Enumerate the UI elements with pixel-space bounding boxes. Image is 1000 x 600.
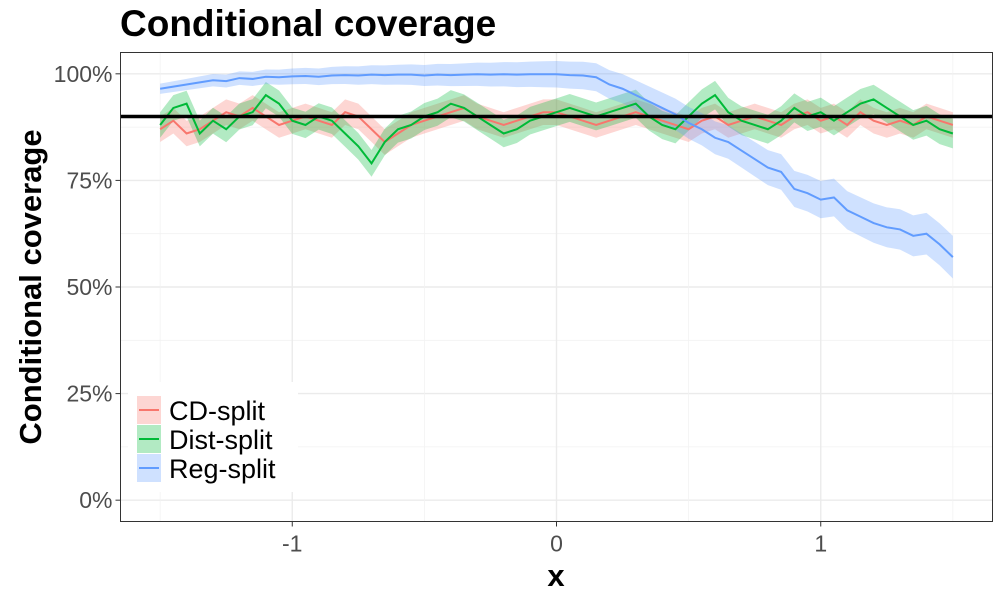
legend-background [128,382,298,492]
x-tick-label: 1 [814,531,827,557]
dist-split-line [159,93,954,166]
y-tick-label: 0% [79,487,112,513]
axis-ticks: 0% 25% 50% 75% 100% -1 0 1 [54,61,827,557]
cd-split-band [160,95,953,155]
x-tick-label: -1 [282,531,302,557]
x-tick-label: 0 [550,531,563,557]
reg-split-band [160,61,953,279]
y-tick-label: 50% [66,274,112,300]
y-tick-label: 25% [66,381,112,407]
legend-label-dist-split: Dist-split [169,425,273,455]
legend-label-reg-split: Reg-split [169,454,276,484]
y-axis-label: Conditional coverage [13,129,48,444]
dist-split-band [160,80,953,177]
chart-title: Conditional coverage [120,3,496,44]
y-tick-label: 75% [66,167,112,193]
y-tick-label: 100% [54,61,113,87]
confidence-bands [160,61,953,279]
x-axis-label: x [547,558,565,593]
reg-split-line [159,73,954,258]
series-lines [159,73,954,258]
legend-label-cd-split: CD-split [169,396,266,426]
